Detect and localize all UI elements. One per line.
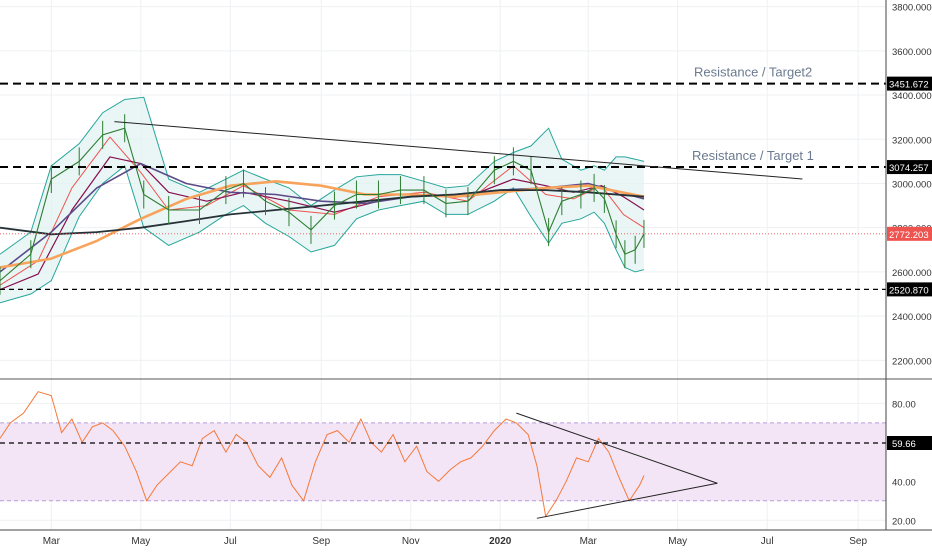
last-price-tag [887,226,932,241]
osc-level-label: 59.66 [892,439,916,450]
level-label: 2520.870 [889,285,929,296]
x-tick-label: Mar [43,536,61,547]
osc-tick-label: 40.00 [892,477,916,488]
x-tick-label: Sep [849,536,867,547]
x-tick-label: May [668,536,687,547]
y-tick-label: 3800.000 [892,3,932,14]
level-tag [887,282,932,297]
y-tick-label: 2600.000 [892,268,932,279]
osc-band-fill [0,422,886,501]
x-tick-label: Jul [761,536,774,547]
level-annotation: Resistance / Target2 [694,65,812,80]
labels-layer: 2772.203 3451.672 Resistance / Target2 3074… [692,65,932,450]
oscillator-line [0,391,645,518]
moving-average-ma_long [0,189,645,236]
y-tick-label: 3000.000 [892,179,932,190]
drawings-layer [114,121,803,519]
grid [0,0,886,530]
osc-tick-label: 80.00 [892,399,916,410]
levels-layer [0,82,886,444]
x-tick-label: 2020 [489,536,512,547]
y-tick-label: 2400.000 [892,312,932,323]
oscillator-band [0,422,886,502]
y-tick-label: 3200.000 [892,135,932,146]
bollinger-fill [0,97,644,303]
y-tick-label: 3400.000 [892,91,932,102]
x-tick-label: Jul [224,536,237,547]
x-tick-label: May [131,536,150,547]
trendline [114,121,803,180]
level-label: 3074.257 [889,163,929,174]
price-line [0,127,645,282]
y-tick-label: 3600.000 [892,47,932,58]
triangle-lower-line [536,482,718,519]
x-tick-label: Mar [580,536,598,547]
triangle-upper-line [516,412,718,484]
level-tag [887,160,932,175]
level-tag [887,76,932,91]
osc-level-tag [887,436,932,450]
bollinger-area [0,97,644,303]
last-price-label: 2772.203 [889,230,929,241]
level-annotation: Resistance / Target 1 [692,148,814,163]
x-tick-label: Nov [402,536,420,547]
x-tick-label: Sep [312,536,330,547]
osc-tick-label: 20.00 [892,516,916,527]
level-label: 3451.672 [889,80,929,91]
y-tick-label: 2200.000 [892,356,932,367]
bollinger-lower-line [0,164,645,304]
